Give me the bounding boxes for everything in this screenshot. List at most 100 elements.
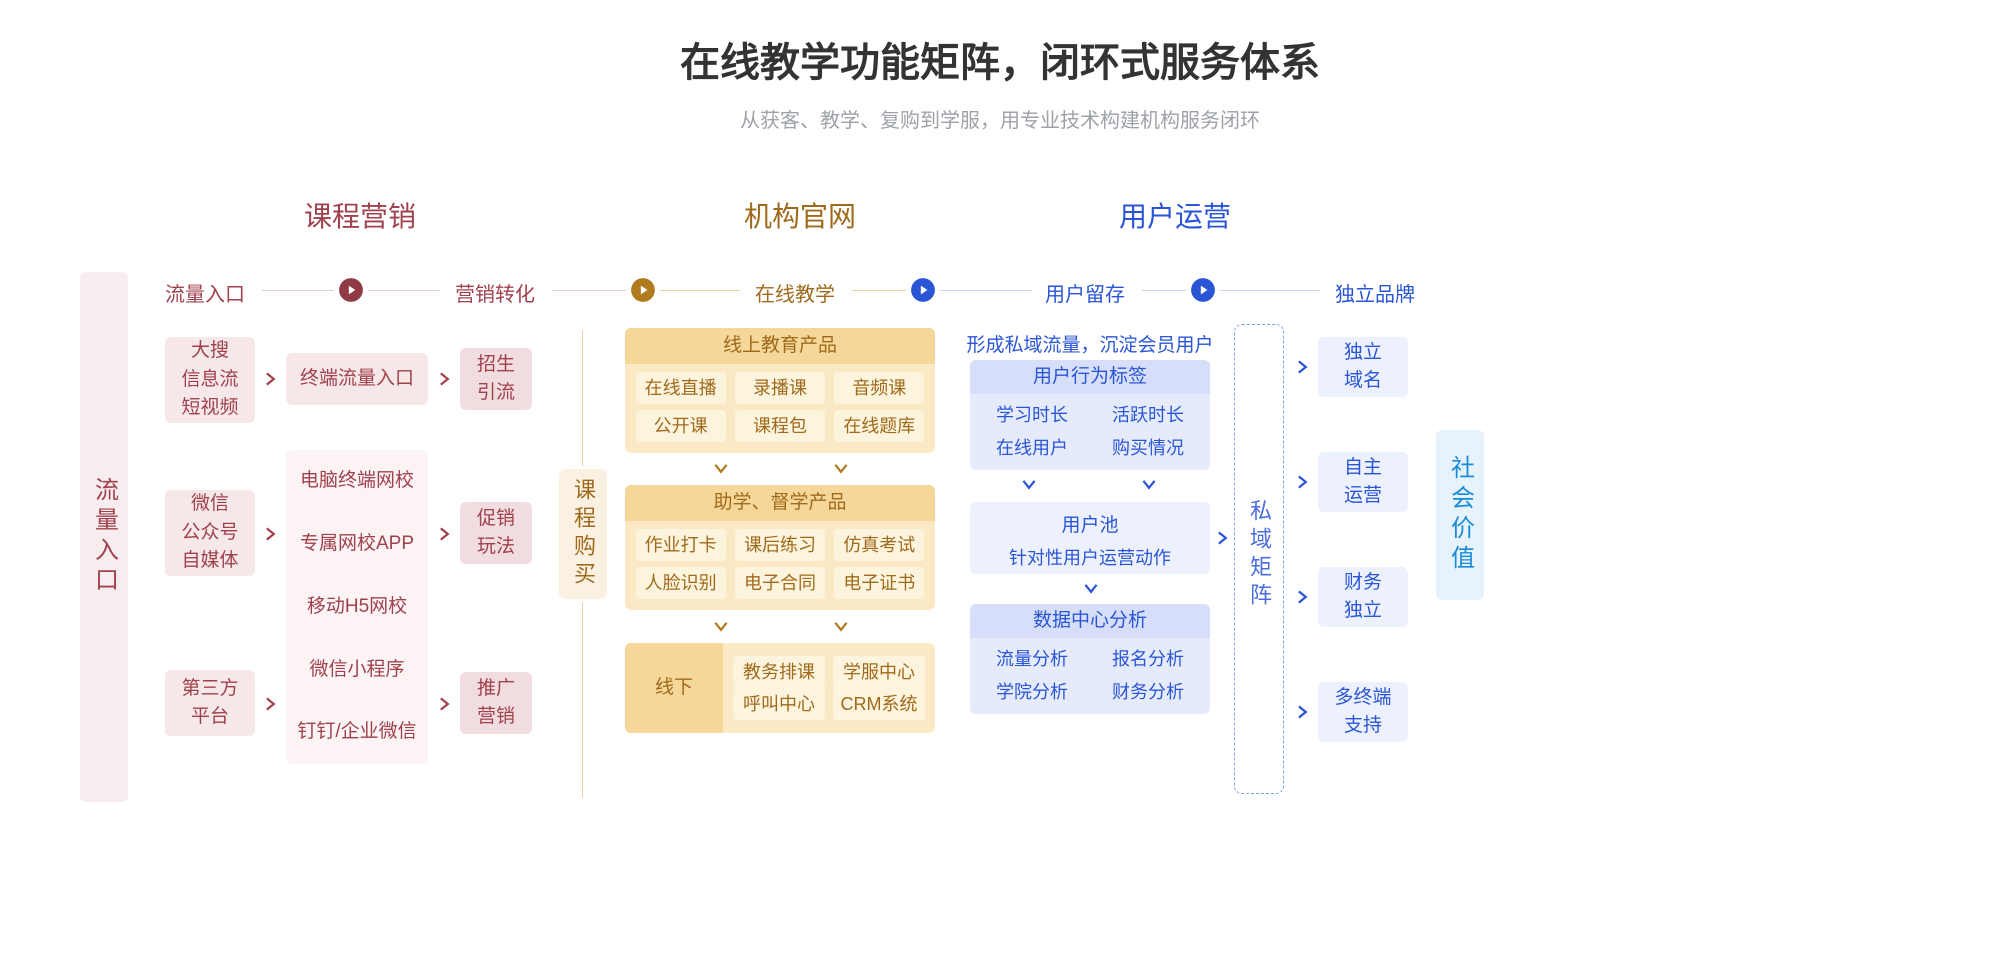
blue-panel-title: 数据中心分析: [970, 604, 1210, 638]
stage-line: [1220, 290, 1320, 291]
red-action-card: 促销玩法: [460, 502, 532, 564]
amber-item: 人脸识别: [636, 567, 726, 599]
amber-divider: [582, 602, 583, 798]
chevron-right-icon: [264, 372, 278, 386]
stage-line: [940, 290, 1032, 291]
chevron-right-icon: [438, 697, 452, 711]
red-source-card: 第三方平台: [165, 670, 255, 736]
red-action-card: 招生引流: [460, 348, 532, 410]
chevron-right-icon: [1296, 590, 1310, 604]
amber-panel: 线上教育产品 在线直播 录播课 音频课 公开课 课程包 在线题库: [625, 328, 935, 453]
amber-panel-title: 线上教育产品: [625, 328, 935, 364]
amber-item: 作业打卡: [636, 529, 726, 561]
chevron-right-icon: [264, 697, 278, 711]
pillar-course-buy: 课程购买: [559, 469, 607, 599]
blue-panel: 用户行为标签 学习时长 活跃时长 在线用户 购买情况: [970, 360, 1210, 470]
stage-label-convert: 营销转化: [440, 278, 550, 307]
amber-panel-title: 助学、督学产品: [625, 485, 935, 521]
amber-item: 公开课: [636, 410, 726, 442]
play-circle-icon: [1190, 277, 1216, 308]
amber-panel: 线下 教务排课 学服中心 呼叫中心 CRM系统: [625, 643, 935, 733]
blue-item: 学院分析: [996, 679, 1068, 706]
chevron-down-icon: [714, 462, 728, 476]
page-subtitle: 从获客、教学、复购到学服，用专业技术构建机构服务闭环: [0, 104, 2000, 133]
chevron-right-icon: [438, 372, 452, 386]
blue-item: 购买情况: [1112, 435, 1184, 462]
blue-item: 流量分析: [996, 646, 1068, 673]
brand-card: 多终端支持: [1318, 682, 1408, 742]
blue-item: 在线用户: [996, 435, 1068, 462]
brand-card: 独立域名: [1318, 337, 1408, 397]
stage-label-brand: 独立品牌: [1320, 278, 1430, 307]
amber-item: 教务排课: [733, 656, 825, 688]
red-terminal-item: 钉钉/企业微信: [286, 718, 428, 747]
blue-panel: 数据中心分析 流量分析 报名分析 学院分析 财务分析: [970, 604, 1210, 714]
stage-label-teaching: 在线教学: [740, 278, 850, 307]
pillar-private-matrix: 私域矩阵: [1234, 470, 1284, 640]
amber-item: 在线直播: [636, 372, 726, 404]
amber-panel: 助学、督学产品 作业打卡 课后练习 仿真考试 人脸识别 电子合同 电子证书: [625, 485, 935, 610]
stage-line: [552, 290, 626, 291]
chevron-right-icon: [1296, 360, 1310, 374]
stage-line: [368, 290, 440, 291]
blue-item: 活跃时长: [1112, 402, 1184, 429]
chevron-right-icon: [1296, 475, 1310, 489]
red-terminal-item: 电脑终端网校: [286, 467, 428, 496]
blue-pool-title: 用户池: [976, 512, 1204, 541]
section-header-marketing: 课程营销: [260, 195, 460, 235]
red-terminal-item: 专属网校APP: [286, 530, 428, 559]
amber-item: 课后练习: [735, 529, 825, 561]
stage-label-traffic: 流量入口: [150, 278, 260, 307]
red-action-card: 推广营销: [460, 672, 532, 734]
play-circle-icon: [630, 277, 656, 308]
amber-item: 学服中心: [833, 656, 925, 688]
chevron-right-icon: [264, 527, 278, 541]
blue-user-pool: 用户池 针对性用户运营动作: [970, 502, 1210, 574]
play-circle-icon: [910, 277, 936, 308]
amber-item: CRM系统: [833, 688, 925, 720]
amber-item: 课程包: [735, 410, 825, 442]
red-terminal-item: 微信小程序: [286, 656, 428, 685]
blue-item: 报名分析: [1112, 646, 1184, 673]
amber-item: 音频课: [834, 372, 924, 404]
chevron-down-icon: [834, 462, 848, 476]
amber-item: 在线题库: [834, 410, 924, 442]
page-title: 在线教学功能矩阵，闭环式服务体系: [0, 30, 2000, 88]
brand-card: 自主运营: [1318, 452, 1408, 512]
amber-item: 电子合同: [735, 567, 825, 599]
stage-line: [262, 290, 334, 291]
amber-item: 呼叫中心: [733, 688, 825, 720]
blue-pool-sub: 针对性用户运营动作: [976, 545, 1204, 572]
blue-caption: 形成私域流量，沉淀会员用户: [960, 330, 1220, 357]
chevron-down-icon: [1084, 582, 1098, 596]
stage-line: [852, 290, 906, 291]
play-circle-icon: [338, 277, 364, 308]
chevron-right-icon: [438, 527, 452, 541]
red-source-card: 微信公众号自媒体: [165, 490, 255, 576]
pillar-traffic-entry: 流量入口: [80, 272, 128, 802]
blue-item: 学习时长: [996, 402, 1068, 429]
red-terminal-entry: 终端流量入口: [286, 353, 428, 405]
red-source-card: 大搜信息流短视频: [165, 337, 255, 423]
amber-divider: [582, 330, 583, 466]
chevron-down-icon: [1022, 478, 1036, 492]
stage-label-retain: 用户留存: [1030, 278, 1140, 307]
amber-panel-title: 线下: [625, 643, 723, 733]
blue-panel-title: 用户行为标签: [970, 360, 1210, 394]
stage-line: [660, 290, 740, 291]
section-header-operation: 用户运营: [1075, 195, 1275, 235]
chevron-down-icon: [1142, 478, 1156, 492]
brand-card: 财务独立: [1318, 567, 1408, 627]
section-header-website: 机构官网: [700, 195, 900, 235]
red-terminal-list: 电脑终端网校 专属网校APP 移动H5网校 微信小程序 钉钉/企业微信: [286, 450, 428, 764]
pillar-social-value: 社会价值: [1436, 430, 1484, 600]
red-terminal-item: 移动H5网校: [286, 593, 428, 622]
amber-item: 仿真考试: [834, 529, 924, 561]
chevron-right-icon: [1296, 705, 1310, 719]
chevron-down-icon: [714, 620, 728, 634]
chevron-down-icon: [834, 620, 848, 634]
blue-item: 财务分析: [1112, 679, 1184, 706]
amber-item: 录播课: [735, 372, 825, 404]
amber-item: 电子证书: [834, 567, 924, 599]
stage-line: [1142, 290, 1186, 291]
